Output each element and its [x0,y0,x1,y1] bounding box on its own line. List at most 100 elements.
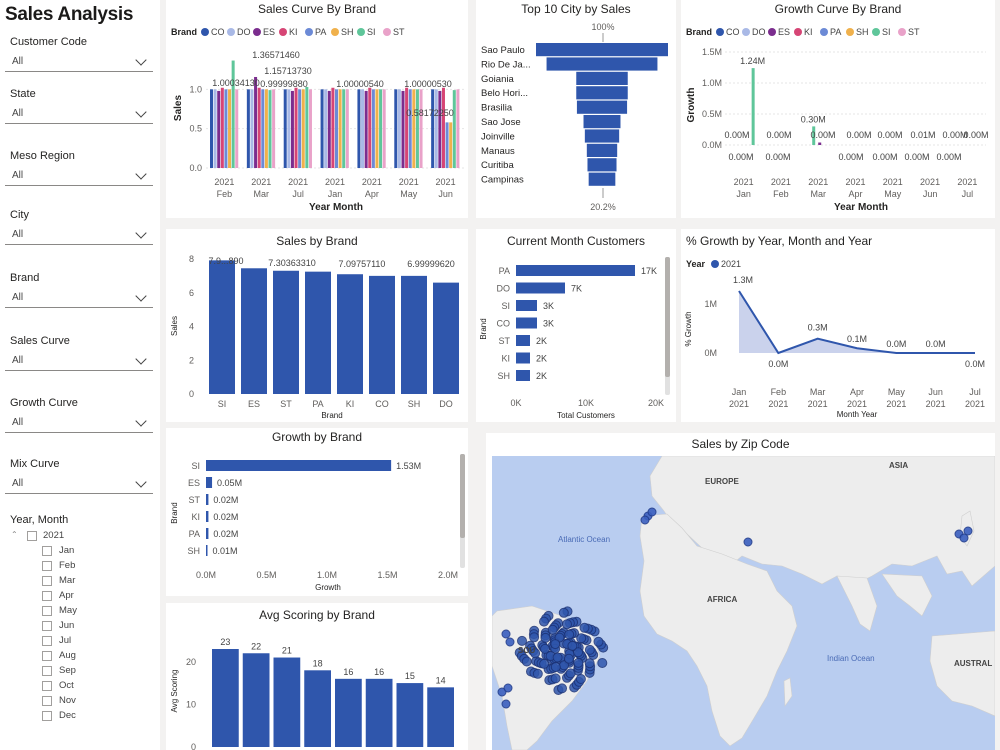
bar-co [516,317,537,329]
customer-code-dropdown[interactable]: All [5,52,153,72]
bar-pa [298,89,302,168]
chart-title: Avg Scoring by Brand [259,608,375,622]
zip-point [529,632,540,643]
funnel-bar [576,71,628,85]
zip-point [501,699,511,709]
brand-dropdown[interactable]: All [5,288,153,308]
growth-line [738,290,975,355]
india-land [836,575,878,632]
month-item-nov[interactable]: Nov [8,694,148,709]
chevron-down-icon [135,168,147,180]
x-tick-label: Jan [328,189,343,199]
data-label: 0.00M [765,152,790,162]
checkbox[interactable] [42,591,52,601]
legend-dot-ki [279,28,287,36]
bar-ki [516,352,530,364]
city-label: Belo Hori... [481,88,528,99]
checkbox[interactable] [42,666,52,676]
data-label: 0.00M [904,152,929,162]
checkbox[interactable] [42,681,52,691]
slicer-brand: Brand All [5,272,153,308]
mix-curve-dropdown[interactable]: All [5,474,153,494]
dropdown-value: All [12,292,24,303]
legend-label-ki: KI [289,27,298,37]
dropdown-value: All [12,417,24,428]
x-tick-label: SI [218,399,227,409]
city-dropdown[interactable]: All [5,225,153,245]
zip-point [501,629,511,639]
data-label: 0.0M [768,359,788,369]
bar-st [382,89,386,168]
month-item-sep[interactable]: Sep [8,664,148,679]
checkbox[interactable] [27,531,37,541]
x-tick-label: 2021 [362,177,382,187]
y-tick-label: SI [191,461,200,471]
x-tick-label: 2021 [768,399,788,409]
month-item-jan[interactable]: Jan [8,544,148,559]
month-item-aug[interactable]: Aug [8,649,148,664]
month-item-apr[interactable]: Apr [8,589,148,604]
bar-pa [305,271,331,394]
checkbox[interactable] [42,561,52,571]
month-label: May [59,605,77,616]
dropdown-value: All [12,170,24,181]
zip-point [562,619,572,630]
month-item-may[interactable]: May [8,604,148,619]
slicer-label: Customer Code [10,36,88,48]
x-tick-label: 2021 [965,399,985,409]
checkbox[interactable] [42,711,52,721]
scrollbar-thumb[interactable] [665,257,670,377]
legend-dot-si [872,28,880,36]
slicer-mix-curve: Mix Curve All [5,458,153,494]
collapse-arrow-icon[interactable]: ⌃ [11,530,18,539]
legend-label-co: CO [211,27,225,37]
top-city-panel: Top 10 City by Sales 100% Sao Paulo Rio De… [476,0,676,218]
checkbox[interactable] [42,651,52,661]
checkbox[interactable] [42,546,52,556]
bar-si [231,60,235,168]
bar-si [415,89,419,168]
data-label: 0.30M [801,114,826,124]
data-label: 0.00M [942,130,967,140]
sales-curve-dropdown[interactable]: All [5,351,153,371]
month-item-mar[interactable]: Mar [8,574,148,589]
bar-pa [371,89,375,168]
zip-point [959,533,969,543]
legend-title: Brand [171,27,197,37]
checkbox[interactable] [42,621,52,631]
y-tick-label: SH [497,371,510,381]
data-label: 0.0M [926,339,946,349]
chevron-down-icon [135,227,147,239]
month-item-dec[interactable]: Dec [8,709,148,724]
month-item-jun[interactable]: Jun [8,619,148,634]
y-tick-label: 1.0 [189,84,202,94]
x-axis-title: Brand [321,411,342,420]
legend-label-st: ST [908,27,920,37]
dropdown-value: All [12,108,24,119]
checkbox[interactable] [42,576,52,586]
state-dropdown[interactable]: All [5,104,153,124]
zip-point [567,640,578,651]
checkbox[interactable] [42,636,52,646]
sales-zip-map[interactable]: EUROPE ASIA AFRICA Atlantic Ocean Indian… [492,456,995,750]
data-label: 0.00M [724,130,749,140]
bar-do [287,89,291,168]
bar-pa [516,265,635,276]
bar-ki [368,87,372,168]
month-item-oct[interactable]: Oct [8,679,148,694]
funnel-bar [546,57,658,71]
x-tick-label: May [400,189,418,199]
checkbox[interactable] [42,606,52,616]
y-axis-title: Sales [173,94,184,121]
month-label: Aug [59,650,76,661]
month-item-feb[interactable]: Feb [8,559,148,574]
legend-dot-co [201,28,209,36]
world-map[interactable]: EUROPE ASIA AFRICA Atlantic Ocean Indian… [492,456,995,750]
bar-pa [224,89,228,168]
growth-curve-dropdown[interactable]: All [5,413,153,433]
month-item-jul[interactable]: Jul [8,634,148,649]
scrollbar-thumb[interactable] [460,454,465,538]
checkbox[interactable] [42,696,52,706]
year-item[interactable]: ⌃ 2021 [8,529,148,544]
meso-region-dropdown[interactable]: All [5,166,153,186]
